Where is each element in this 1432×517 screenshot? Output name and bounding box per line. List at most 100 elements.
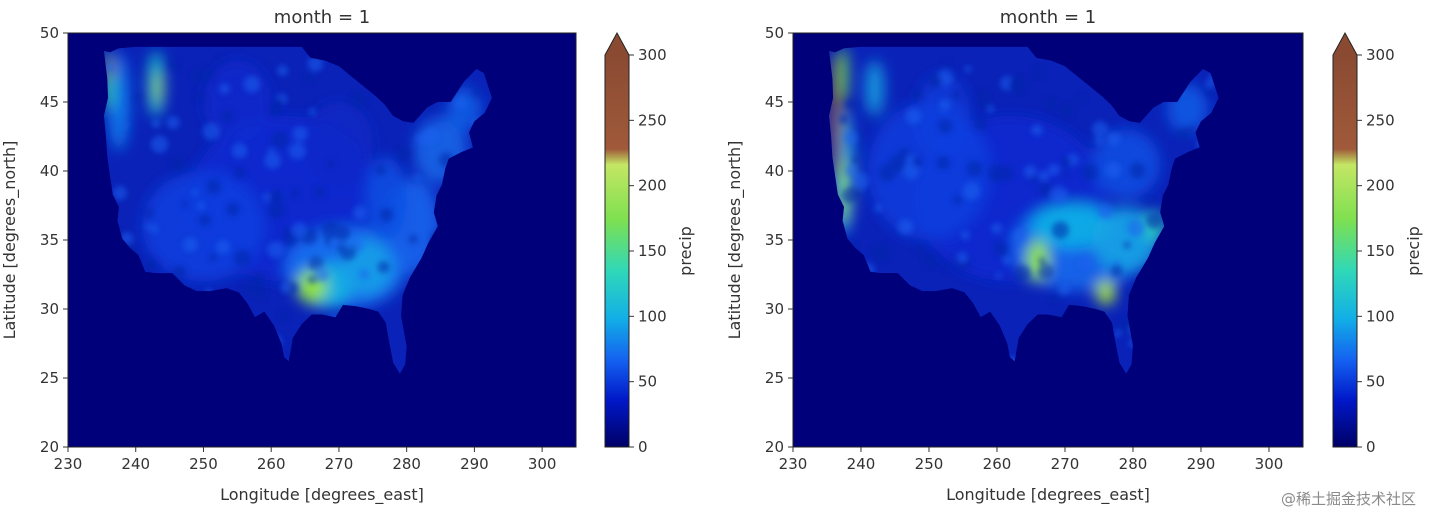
precip-cell — [978, 96, 990, 109]
precip-cell — [352, 205, 367, 220]
precip-region — [1031, 204, 1113, 249]
precip-cell — [1097, 204, 1113, 219]
precip-cell — [471, 88, 480, 97]
precip-cell — [923, 253, 938, 268]
precip-cell — [986, 105, 995, 113]
precip-cell — [221, 110, 234, 123]
y-tick-label: 30 — [765, 300, 784, 318]
x-axis-label: Longitude [degrees_east] — [946, 485, 1150, 505]
colorbar-tick-label: 300 — [1366, 46, 1395, 64]
precip-region — [1092, 129, 1161, 199]
precip-cell — [327, 159, 335, 168]
y-axis-label: Latitude [degrees_north] — [725, 141, 745, 340]
precip-region — [305, 101, 373, 185]
precip-cell — [150, 225, 159, 234]
colorbar-tick-label: 250 — [1366, 111, 1395, 129]
precip-cell — [1059, 104, 1074, 119]
precip-region — [915, 74, 970, 158]
precip-cell — [956, 252, 968, 263]
y-tick-label: 45 — [40, 93, 59, 111]
precip-cell — [345, 240, 353, 248]
precip-cell — [1012, 228, 1026, 243]
precip-cell — [897, 219, 914, 235]
precip-cell — [1114, 330, 1122, 338]
precip-cell — [170, 157, 186, 173]
x-tick-label: 240 — [121, 455, 150, 473]
precip-cell — [202, 122, 220, 141]
x-tick-label: 270 — [1051, 455, 1080, 473]
precip-cell — [951, 90, 961, 100]
colorbar-extend-arrow — [605, 33, 629, 55]
colorbar-frame — [604, 31, 630, 448]
y-tick-label: 25 — [40, 369, 59, 387]
y-tick-label: 25 — [765, 369, 784, 387]
x-tick-label: 250 — [915, 455, 944, 473]
precip-cell — [172, 265, 186, 279]
precip-region — [1096, 280, 1116, 305]
precip-cell — [1106, 131, 1121, 146]
precip-cell — [268, 189, 285, 206]
precip-cell — [144, 223, 152, 230]
precip-cell — [937, 118, 953, 134]
map-panel-right: 230 240 250 260 270 280 290 300 20 25 30 35 40 45 50 mo… — [725, 7, 1423, 505]
precip-cell — [902, 162, 920, 180]
precip-cell — [307, 55, 324, 72]
chart-title: month = 1 — [1000, 7, 1096, 28]
precip-cell — [282, 226, 291, 235]
precip-cell — [196, 201, 205, 211]
precip-cell — [333, 225, 351, 242]
y-tick-label: 45 — [765, 93, 784, 111]
precip-cell — [418, 130, 433, 144]
y-tick-label: 30 — [40, 300, 59, 318]
precip-cell — [1062, 170, 1070, 178]
colorbar-tick-label: 0 — [1366, 438, 1376, 456]
precip-cell — [233, 249, 251, 267]
precip-cell — [1129, 162, 1146, 179]
precip-cell — [408, 234, 418, 244]
precip-cell — [282, 230, 298, 246]
precip-cell — [231, 142, 248, 159]
precip-cell — [264, 152, 281, 169]
x-tick-label: 300 — [528, 455, 557, 473]
precip-cell — [1077, 255, 1094, 272]
precip-cell — [911, 89, 924, 101]
precip-cell — [215, 239, 231, 255]
precip-cell — [359, 269, 370, 280]
precip-cell — [905, 107, 922, 125]
precip-cell — [198, 214, 211, 227]
precip-cell — [209, 253, 218, 262]
precip-cell — [1048, 293, 1059, 303]
precip-cell — [1051, 221, 1070, 239]
x-tick-label: 260 — [983, 455, 1012, 473]
colorbar-tick-label: 200 — [1366, 177, 1395, 195]
precip-cell — [414, 174, 421, 182]
precip-cell — [1146, 199, 1153, 206]
x-tick-label: 230 — [779, 455, 808, 473]
precip-cell — [145, 259, 157, 271]
precip-cell — [1013, 264, 1031, 283]
precip-cell — [1058, 283, 1071, 295]
precip-cell — [453, 96, 468, 110]
precip-cell — [941, 262, 950, 271]
precip-cell — [166, 116, 180, 130]
y-tick-label: 50 — [40, 24, 59, 42]
precip-cell — [872, 243, 891, 262]
precip-cell — [936, 156, 950, 170]
precip-cell — [226, 202, 240, 216]
precip-cell — [1123, 241, 1131, 249]
precip-cell — [1110, 264, 1123, 277]
precip-cell — [277, 65, 289, 77]
map-panel-left: 230 240 250 260 270 280 290 300 20 25 30 35 40 45 50 mo… — [0, 7, 695, 505]
precip-cell — [1205, 87, 1214, 96]
chart-title: month = 1 — [274, 7, 370, 28]
precip-cell — [182, 237, 198, 253]
precip-cell — [134, 93, 142, 101]
precip-cell — [1044, 98, 1057, 111]
precip-cell — [987, 164, 1005, 182]
precip-cell — [991, 222, 1003, 234]
precip-cell — [307, 275, 317, 284]
precip-cell — [851, 157, 859, 164]
precip-cell — [1176, 127, 1189, 141]
x-axis-label: Longitude [degrees_east] — [220, 485, 424, 505]
precip-cell — [978, 89, 989, 100]
